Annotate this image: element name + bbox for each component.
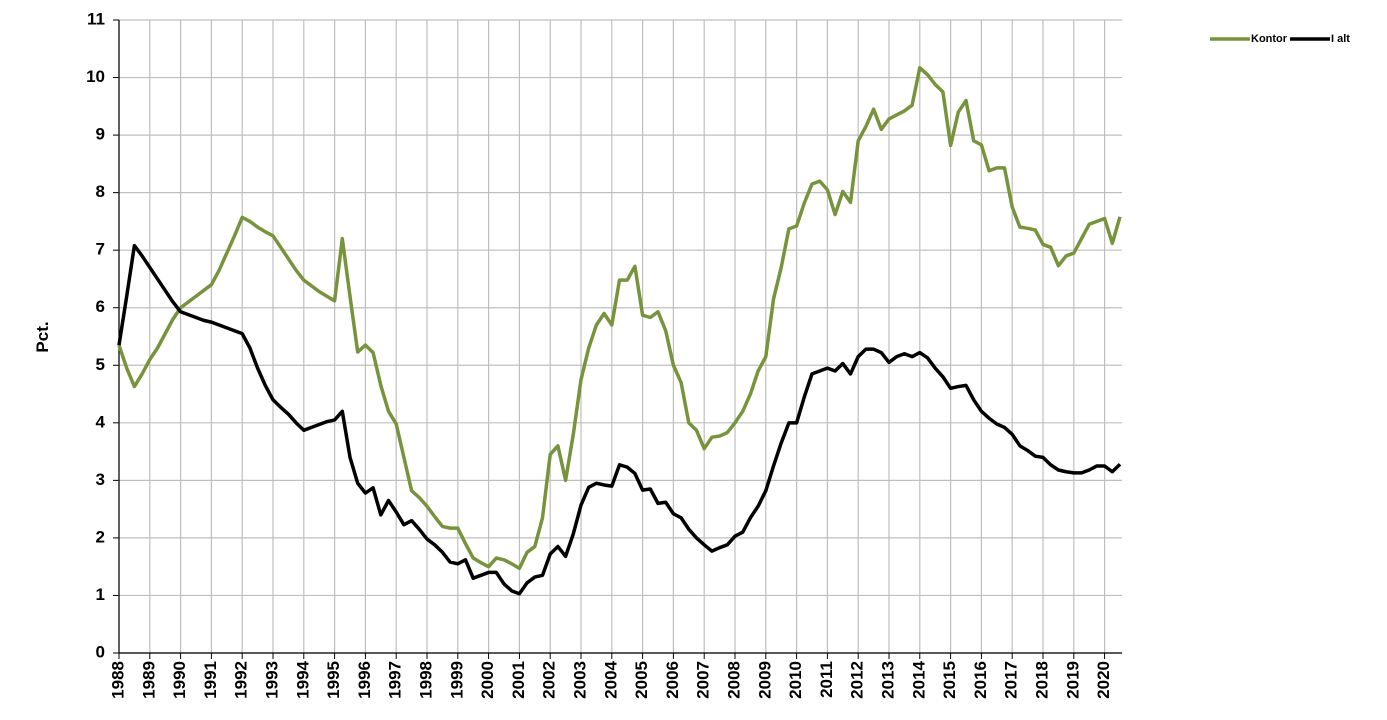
x-tick-label: 2005 xyxy=(632,661,651,699)
y-tick-label: 7 xyxy=(96,240,105,259)
y-tick-label: 3 xyxy=(96,470,105,489)
x-tick-label: 2018 xyxy=(1032,661,1051,699)
x-tick-label: 2019 xyxy=(1063,661,1082,699)
x-tick-label: 1994 xyxy=(293,660,312,698)
x-tick-label: 2003 xyxy=(570,661,589,699)
x-tick-label: 1992 xyxy=(232,661,251,699)
x-tick-label: 2000 xyxy=(478,661,497,699)
y-tick-label: 11 xyxy=(87,9,105,28)
x-tick-label: 2016 xyxy=(971,661,990,699)
y-tick-label: 1 xyxy=(96,585,105,604)
x-tick-label: 1995 xyxy=(324,661,343,699)
x-tick-label: 2013 xyxy=(878,661,897,699)
x-tick-label: 2015 xyxy=(940,661,959,699)
y-tick-label: 8 xyxy=(96,182,105,201)
x-tick-label: 1990 xyxy=(170,661,189,699)
x-tick-label: 1997 xyxy=(386,661,405,699)
legend-label: Kontor xyxy=(1251,33,1288,45)
x-tick-label: 2020 xyxy=(1094,661,1113,699)
x-tick-label: 2012 xyxy=(848,661,867,699)
x-tick-label: 2017 xyxy=(1002,661,1021,699)
x-tick-label: 1988 xyxy=(108,661,127,699)
x-tick-label: 1991 xyxy=(201,661,220,699)
x-tick-label: 1993 xyxy=(262,661,281,699)
x-tick-label: 2004 xyxy=(601,660,620,698)
x-tick-label: 2001 xyxy=(509,661,528,699)
y-tick-label: 6 xyxy=(96,297,105,316)
y-tick-label: 4 xyxy=(96,412,106,431)
x-tick-label: 2014 xyxy=(909,660,928,698)
series-line xyxy=(117,243,1122,596)
x-tick-label: 2009 xyxy=(755,661,774,699)
y-tick-label: 0 xyxy=(96,642,105,661)
x-tick-label: 2011 xyxy=(817,661,836,698)
x-tick-label: 2008 xyxy=(724,661,743,699)
x-tick-label: 2002 xyxy=(540,661,559,699)
x-tick-label: 1996 xyxy=(355,661,374,699)
y-tick-label: 2 xyxy=(96,527,105,546)
series-line xyxy=(117,66,1122,571)
x-tick-label: 1998 xyxy=(416,661,435,699)
x-tick-label: 1999 xyxy=(447,661,466,699)
x-tick-label: 2010 xyxy=(786,661,805,699)
y-axis-label: Pct. xyxy=(33,321,52,352)
y-tick-label: 9 xyxy=(96,125,105,144)
legend-label: I alt xyxy=(1331,33,1350,45)
y-tick-label: 5 xyxy=(96,355,105,374)
x-tick-label: 2007 xyxy=(694,661,713,699)
x-tick-label: 2006 xyxy=(663,661,682,699)
y-tick-label: 10 xyxy=(86,67,105,86)
x-tick-label: 1989 xyxy=(139,661,158,699)
